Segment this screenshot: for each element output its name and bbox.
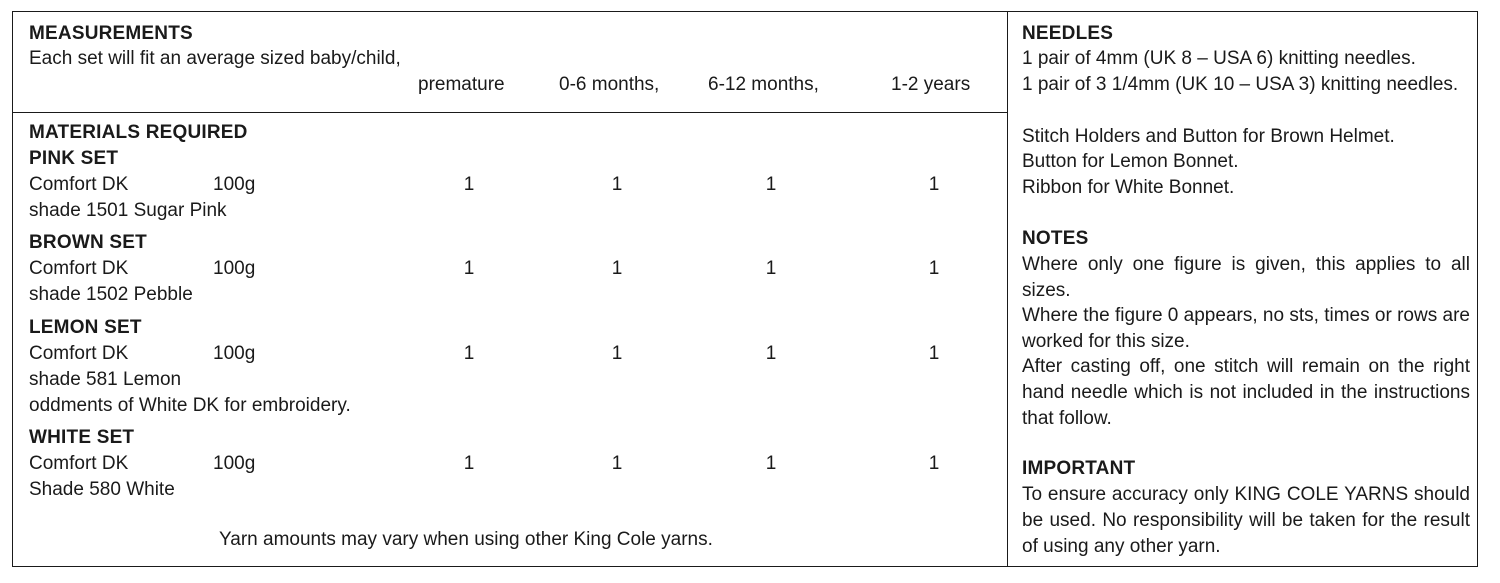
- brown-set-weight: 100g: [213, 258, 256, 279]
- measurements-heading: MEASUREMENTS: [29, 23, 193, 44]
- notes-paragraph-2: Where the figure 0 appears, no sts, time…: [1022, 305, 1470, 352]
- section-divider: [12, 112, 1007, 113]
- pink-set-qty-6-12: 1: [765, 174, 777, 195]
- lemon-set-weight: 100g: [213, 343, 256, 364]
- pink-set-qty-premature: 1: [463, 174, 475, 195]
- white-set-qty-6-12: 1: [765, 453, 777, 474]
- lemon-set-qty-6-12: 1: [765, 343, 777, 364]
- white-set-shade: Shade 580 White: [29, 479, 175, 500]
- yarn-footnote: Yarn amounts may vary when using other K…: [219, 529, 713, 550]
- white-set-qty-1-2: 1: [928, 453, 940, 474]
- needles-line-5: Ribbon for White Bonnet.: [1022, 177, 1235, 198]
- lemon-set-extra: oddments of White DK for embroidery.: [29, 395, 351, 416]
- lemon-set-qty-1-2: 1: [928, 343, 940, 364]
- pink-set-yarn: Comfort DK: [29, 174, 129, 195]
- notes-paragraph-3: After casting off, one stitch will remai…: [1022, 356, 1470, 429]
- pink-set-qty-1-2: 1: [928, 174, 940, 195]
- brown-set-qty-1-2: 1: [928, 258, 940, 279]
- needles-line-4: Button for Lemon Bonnet.: [1022, 151, 1239, 172]
- lemon-set-yarn: Comfort DK: [29, 343, 129, 364]
- brown-set-shade: shade 1502 Pebble: [29, 284, 193, 305]
- white-set-weight: 100g: [213, 453, 256, 474]
- important-heading: IMPORTANT: [1022, 458, 1136, 479]
- brown-set-qty-premature: 1: [463, 258, 475, 279]
- white-set-heading: WHITE SET: [29, 427, 135, 448]
- notes-paragraph-1: Where only one figure is given, this app…: [1022, 254, 1470, 301]
- lemon-set-qty-premature: 1: [463, 343, 475, 364]
- size-premature: premature: [418, 74, 505, 95]
- needles-heading: NEEDLES: [1022, 23, 1114, 44]
- lemon-set-heading: LEMON SET: [29, 317, 142, 338]
- size-0-6-months: 0-6 months,: [559, 74, 660, 95]
- size-1-2-years: 1-2 years: [891, 74, 971, 95]
- white-set-qty-premature: 1: [463, 453, 475, 474]
- needles-line-2: 1 pair of 3 1/4mm (UK 10 – USA 3) knitti…: [1022, 74, 1459, 95]
- brown-set-yarn: Comfort DK: [29, 258, 129, 279]
- measurements-intro: Each set will fit an average sized baby/…: [29, 48, 401, 69]
- brown-set-qty-6-12: 1: [765, 258, 777, 279]
- pink-set-qty-0-6: 1: [611, 174, 623, 195]
- needles-line-3: Stitch Holders and Button for Brown Helm…: [1022, 126, 1395, 147]
- needles-line-1: 1 pair of 4mm (UK 8 – USA 6) knitting ne…: [1022, 48, 1416, 69]
- white-set-qty-0-6: 1: [611, 453, 623, 474]
- materials-heading: MATERIALS REQUIRED: [29, 122, 248, 143]
- pink-set-weight: 100g: [213, 174, 256, 195]
- column-divider: [1007, 11, 1008, 567]
- important-text: To ensure accuracy only KING COLE YARNS …: [1022, 484, 1470, 557]
- white-set-yarn: Comfort DK: [29, 453, 129, 474]
- size-6-12-months: 6-12 months,: [708, 74, 819, 95]
- pink-set-shade: shade 1501 Sugar Pink: [29, 200, 227, 221]
- page-frame: [12, 11, 1478, 567]
- brown-set-heading: BROWN SET: [29, 232, 147, 253]
- notes-heading: NOTES: [1022, 228, 1089, 249]
- brown-set-qty-0-6: 1: [611, 258, 623, 279]
- pink-set-heading: PINK SET: [29, 148, 119, 169]
- lemon-set-shade: shade 581 Lemon: [29, 369, 182, 390]
- lemon-set-qty-0-6: 1: [611, 343, 623, 364]
